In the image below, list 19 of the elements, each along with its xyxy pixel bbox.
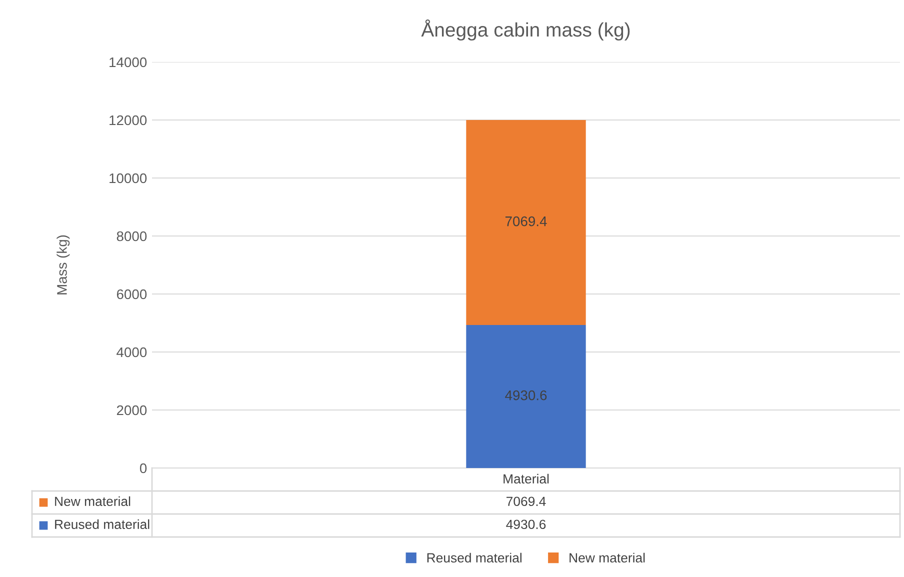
text: 7069.4: [506, 496, 546, 506]
y-tick-label: 10000: [110, 173, 147, 184]
y-tick-label: 8000: [116, 231, 147, 242]
data-label: 7069.4: [505, 216, 547, 226]
chart-title: Ånegga cabin mass (kg): [421, 19, 630, 41]
y-tick-label: 0: [140, 463, 147, 474]
y-tick-label: 2000: [116, 405, 147, 416]
legend-label: New material: [570, 552, 645, 563]
text: Reused material: [55, 519, 150, 530]
y-tick-label: 12000: [110, 115, 147, 126]
legend-label: Reused material: [427, 552, 522, 563]
y-tick-label: 4000: [116, 347, 147, 358]
y-tick-label: 14000: [110, 57, 147, 68]
x-tick-label: Material: [504, 474, 549, 484]
text: New material: [55, 496, 130, 506]
y-axis-title: Mass (kg): [56, 235, 70, 294]
data-label: 4930.6: [505, 390, 547, 400]
y-tick-label: 6000: [116, 289, 147, 300]
text: 4930.6: [506, 520, 546, 530]
